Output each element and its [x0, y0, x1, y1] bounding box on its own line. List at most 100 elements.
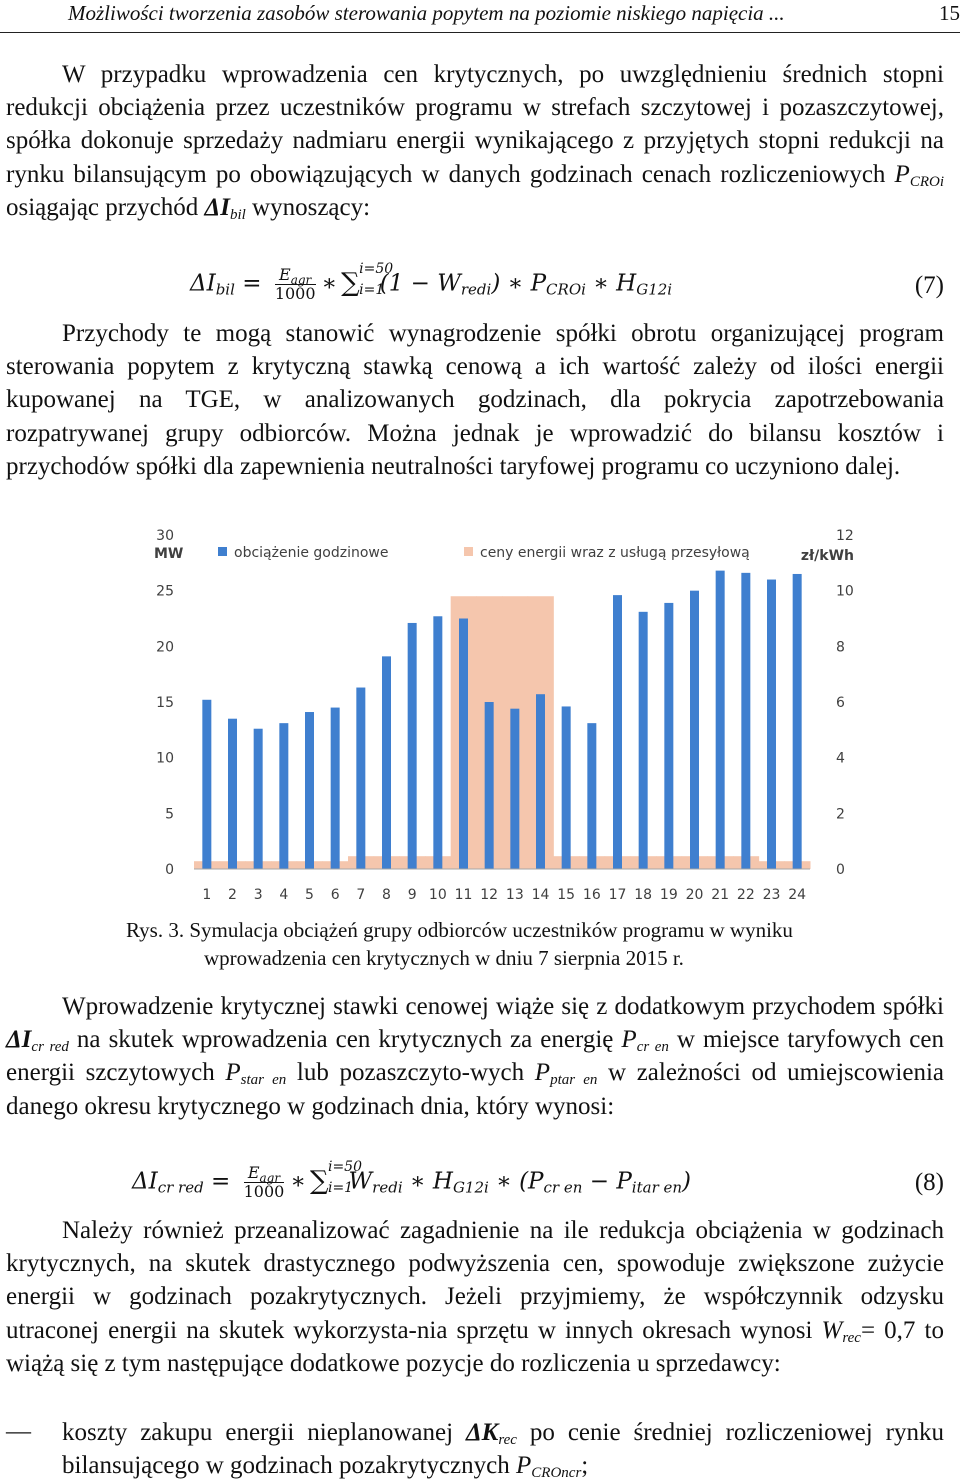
list-bullet-dash: —: [6, 1418, 31, 1445]
eq8-sum-lower: i=1: [327, 1179, 354, 1196]
x-tick-label: 16: [583, 887, 601, 903]
load-bar-24: [792, 573, 802, 869]
eq8-term3: ∗ (P: [488, 1168, 544, 1195]
eq8-close: ): [682, 1168, 692, 1195]
equation-8: ΔIcr red = Eagr 1000 ∗ ∑ i=50 i=1 Wredi ∗ HG12…: [132, 1159, 692, 1204]
symbol-p-star-en: P: [225, 1059, 241, 1087]
eq8-term2: ∗ H: [402, 1168, 453, 1195]
eq7-sum: ∑ i=50 i=1: [341, 261, 393, 298]
eq8-term3-sub: cr en: [543, 1178, 583, 1197]
load-bar-13: [510, 708, 520, 869]
list-text-3: ;: [581, 1452, 589, 1480]
chart-figure: 0 5 10 15 20 25 30 0 2 4 6 8 10 12 MW zł/kWh 1 2 3 4 5 6 7 8 9 10…: [148, 520, 868, 908]
eq7-term1: (1 − W: [379, 270, 461, 297]
subscript-star-en: star en: [240, 1072, 287, 1089]
eq7-sum-lower: i=1: [359, 281, 385, 298]
load-bar-16: [587, 723, 597, 869]
symbol-delta-i-cr-red: ΔI: [6, 1026, 32, 1054]
symbol-p-ptar-en: P: [534, 1059, 551, 1087]
left-tick-label: 15: [156, 695, 174, 711]
subscript-bil: bil: [229, 206, 246, 223]
x-tick-label: 13: [506, 887, 524, 903]
x-tick-label: 9: [408, 887, 417, 903]
eq8-term1-sub: redi: [372, 1178, 403, 1197]
eq8-sigma: ∑: [309, 1165, 329, 1196]
running-title: Możliwości tworzenia zasobów sterowania …: [68, 1, 785, 25]
symbol-p-croncr: P: [516, 1452, 532, 1480]
eq7-term2: ∗ P: [500, 270, 547, 297]
left-axis-unit: MW: [154, 546, 183, 562]
load-bar-14: [536, 694, 545, 869]
eq8-frac-den: 1000: [243, 1182, 285, 1201]
subscript-k-rec: rec: [498, 1432, 517, 1448]
right-tick-label: 10: [836, 584, 854, 600]
x-tick-label: 4: [279, 887, 288, 903]
para3-text-1: Wprowadzenie krytycznej stawki cenowej w…: [62, 993, 944, 1020]
eq8-term2-sub: G12i: [452, 1178, 489, 1197]
left-tick-label: 0: [165, 862, 174, 878]
equation-7-number: (7): [914, 272, 944, 299]
right-axis-unit: zł/kWh: [801, 548, 854, 564]
legend-swatch-price: [464, 547, 473, 556]
para1-text-a: W przypadku wprowadzenia cen krytycznych…: [6, 61, 944, 188]
eq7-frac-num-sub: agr: [290, 273, 312, 287]
load-bar-11: [459, 618, 468, 869]
caption-line-2: wprowadzenia cen krytycznych w dniu 7 si…: [204, 946, 684, 970]
load-bar-7: [356, 687, 366, 869]
paragraph-2: Przychody te mogą stanowić wynagrodzenie…: [6, 317, 944, 483]
subscript-cr-red: cr red: [31, 1039, 69, 1056]
symbol-p-cr-en: P: [621, 1026, 637, 1054]
figure-caption: Rys. 3. Symulacja obciążeń grupy odbiorc…: [126, 916, 886, 972]
list-text-1: koszty zakupu energii nieplanowanej: [62, 1419, 466, 1446]
eq7-sum-upper: i=50: [359, 260, 394, 277]
x-tick-label: 21: [711, 887, 729, 903]
x-tick-label: 20: [686, 887, 704, 903]
eq8-sum-upper: i=50: [327, 1158, 362, 1175]
eq8-term1: W: [348, 1168, 373, 1195]
eq7-term1-close: ): [491, 270, 501, 297]
para3-text-5: w zależności od umiejscowienia danego ok…: [6, 1059, 944, 1120]
eq7-equals: =: [234, 270, 269, 297]
para1-text-b: osiągając przychód: [6, 193, 205, 221]
load-bar-4: [279, 723, 289, 869]
load-bar-18: [638, 611, 648, 869]
left-tick-label: 30: [156, 528, 174, 544]
para1-text-c: wynoszący:: [245, 193, 371, 221]
equation-7: ΔIbil = Eagr 1000 ∗ ∑ i=50 i=1 (1 − Wredi) ∗ P…: [190, 261, 672, 306]
eq7-frac-num: E: [279, 265, 291, 284]
eq7-sigma: ∑: [341, 267, 360, 298]
load-bar-8: [382, 656, 391, 869]
left-tick-label: 20: [156, 639, 174, 655]
load-bar-3: [253, 728, 263, 869]
list-item: koszty zakupu energii nieplanowanej ΔKre…: [62, 1416, 944, 1482]
legend-label-load: obciążenie godzinowe: [234, 545, 389, 561]
x-tick-label: 23: [763, 887, 781, 903]
legend-swatch-load: [218, 547, 227, 556]
paragraph-3: Wprowadzenie krytycznej stawki cenowej w…: [6, 990, 944, 1123]
symbol-delta-i: ΔI: [204, 193, 230, 221]
x-tick-label: 12: [480, 887, 498, 903]
eq7-term2-sub: CROi: [546, 280, 586, 299]
x-tick-label: 19: [660, 887, 678, 903]
left-tick-label: 25: [156, 584, 174, 600]
symbol-w-rec: W: [821, 1316, 843, 1344]
eq7-lhs-sub: bil: [215, 280, 235, 299]
legend-label-price: ceny energii wraz z usługą przesyłową: [480, 545, 750, 561]
eq8-lhs-sub: cr red: [157, 1178, 204, 1197]
x-tick-label: 17: [609, 887, 627, 903]
eq8-op1: ∗: [290, 1168, 306, 1195]
subscript-ptar-en: ptar en: [550, 1072, 598, 1089]
para3-text-3: w miejsce taryfowych cen energii szczyto…: [6, 1026, 945, 1087]
equation-8-number: (8): [914, 1169, 944, 1196]
left-tick-label: 10: [156, 751, 174, 767]
x-tick-label: 6: [331, 887, 340, 903]
load-bar-20: [690, 590, 699, 869]
load-bar-15: [561, 706, 571, 869]
eq8-frac-num-sub: agr: [259, 1171, 281, 1185]
load-bar-5: [305, 712, 314, 869]
x-tick-label: 7: [356, 887, 365, 903]
right-tick-label: 0: [836, 862, 845, 878]
x-tick-label: 18: [634, 887, 652, 903]
right-tick-label: 12: [836, 528, 854, 544]
